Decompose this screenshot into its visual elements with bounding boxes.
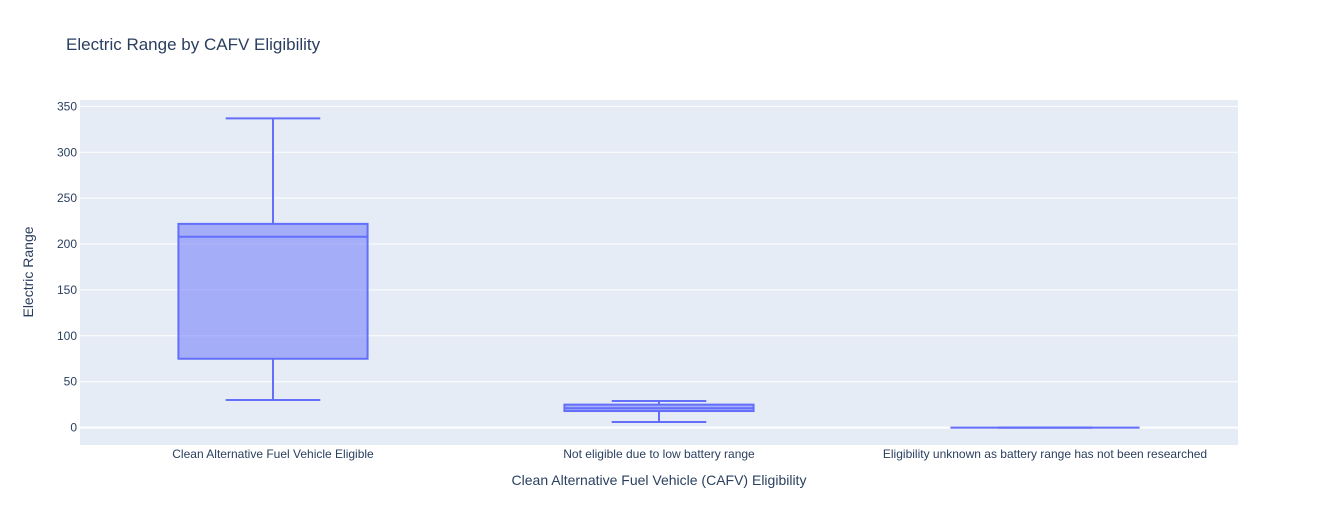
x-tick-label: Not eligible due to low battery range (563, 447, 755, 461)
y-tick-label: 350 (57, 99, 77, 113)
chart-title: Electric Range by CAFV Eligibility (66, 35, 321, 54)
x-axis-title: Clean Alternative Fuel Vehicle (CAFV) El… (512, 472, 807, 488)
y-tick-label: 100 (57, 329, 77, 343)
y-axis-title: Electric Range (20, 226, 36, 317)
y-tick-label: 0 (70, 421, 77, 435)
box-1 (177, 117, 369, 402)
y-tick-label: 250 (57, 191, 77, 205)
x-axis-ticks: Clean Alternative Fuel Vehicle Eligible N… (172, 447, 1207, 461)
box-2 (563, 399, 755, 424)
y-axis-ticks: 0 50 100 150 200 250 300 350 (57, 99, 77, 434)
box-series (177, 117, 1140, 429)
iqr-box (177, 222, 369, 360)
y-tick-label: 200 (57, 237, 77, 251)
y-tick-label: 300 (57, 145, 77, 159)
x-tick-label: Eligibility unknown as battery range has… (883, 447, 1207, 461)
x-tick-label: Clean Alternative Fuel Vehicle Eligible (172, 447, 374, 461)
y-tick-label: 150 (57, 283, 77, 297)
y-tick-label: 50 (64, 375, 78, 389)
